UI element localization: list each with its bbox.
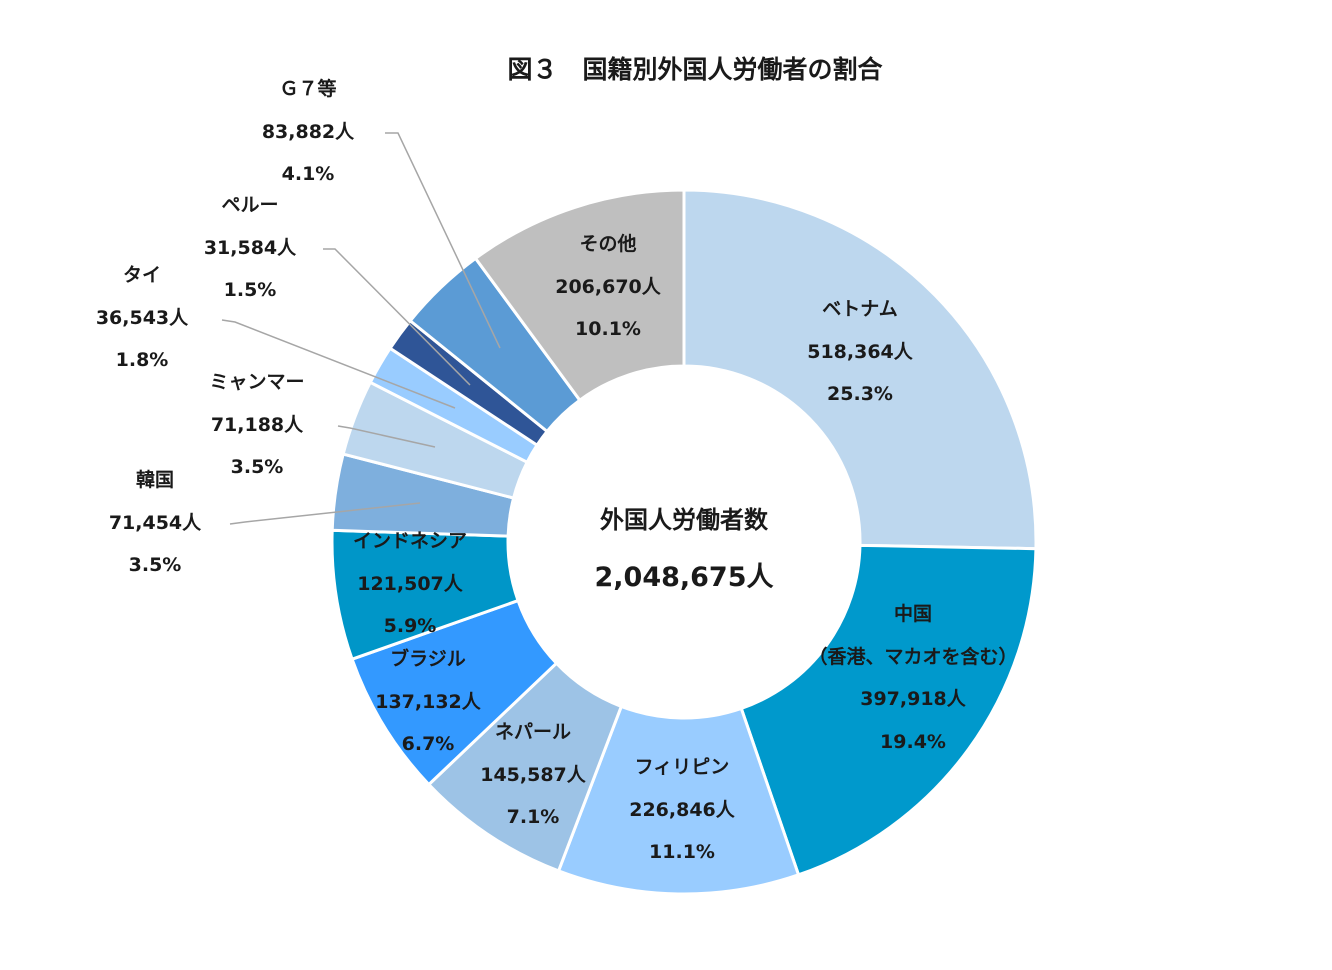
slice-percent: 4.1% xyxy=(281,163,335,185)
slice-count: 206,670人 xyxy=(555,275,661,298)
leader-line-thai xyxy=(221,319,456,409)
leader-line-g7 xyxy=(385,132,501,349)
slice-name: ベトナム xyxy=(822,298,898,320)
slice-name: 中国 xyxy=(893,603,933,625)
label-indonesia: インドネシア 121,507人 5.9% xyxy=(353,520,467,648)
center-label: 外国人労働者数 xyxy=(600,506,768,534)
slice-percent: 5.9% xyxy=(383,615,437,637)
leader-line-myanmar xyxy=(337,425,436,448)
slice-name: 韓国 xyxy=(135,469,175,491)
label-china: 中国 （香港、マカオを含む） 397,918人 19.4% xyxy=(808,593,1017,763)
slice-percent: 7.1% xyxy=(506,806,560,828)
slice-count: 518,364人 xyxy=(807,340,913,363)
label-thailand: タイ 36,543人 1.8% xyxy=(96,254,188,382)
slice-count: 71,188人 xyxy=(210,413,304,436)
label-korea: 韓国 71,454人 3.5% xyxy=(109,459,201,587)
label-g7: Ｇ７等 83,882人 4.1% xyxy=(262,68,354,196)
slice-percent: 10.1% xyxy=(575,318,641,340)
leader-line-peru xyxy=(323,248,471,386)
slice-percent: 11.1% xyxy=(649,841,715,863)
slice-name: ネパール xyxy=(494,721,572,743)
label-nepal: ネパール 145,587人 7.1% xyxy=(480,711,586,839)
slice-name: タイ xyxy=(122,264,162,286)
slice-name: Ｇ７等 xyxy=(279,78,337,100)
slice-percent: 19.4% xyxy=(880,730,946,753)
slice-name: ミャンマー xyxy=(209,371,305,393)
label-brazil: ブラジル 137,132人 6.7% xyxy=(375,638,481,766)
slice-percent: 3.5% xyxy=(128,554,182,576)
slice-count: 121,507人 xyxy=(357,572,463,595)
label-philippines: フィリピン 226,846人 11.1% xyxy=(629,746,735,874)
slice-count: 137,132人 xyxy=(375,690,481,713)
slice-percent: 1.8% xyxy=(115,349,169,371)
slice-count: 397,918人 xyxy=(860,688,966,710)
slice-count: 31,584人 xyxy=(203,236,297,259)
center-value: 2,048,675人 xyxy=(594,562,774,593)
donut-slice-11 xyxy=(473,188,686,403)
label-peru: ペルー 31,584人 1.5% xyxy=(204,184,296,312)
slice-percent: 3.5% xyxy=(230,456,284,478)
slice-count: 36,543人 xyxy=(95,306,189,329)
slice-name: インドネシア xyxy=(352,530,468,552)
donut-slice-0 xyxy=(682,188,1038,551)
donut-slice-1 xyxy=(739,543,1038,877)
slice-name: ペルー xyxy=(221,194,279,216)
slice-count: 83,882人 xyxy=(261,120,355,143)
slice-count: 71,454人 xyxy=(108,511,202,534)
label-vietnam: ベトナム 518,364人 25.3% xyxy=(807,288,913,416)
chart-title: 図３ 国籍別外国人労働者の割合 xyxy=(507,55,883,84)
label-myanmar: ミャンマー 71,188人 3.5% xyxy=(209,361,304,489)
slice-percent: 1.5% xyxy=(223,279,277,301)
leader-line-korea xyxy=(229,502,421,525)
slice-name: フィリピン xyxy=(634,756,730,778)
slice-count: 145,587人 xyxy=(480,763,586,786)
label-other: その他 206,670人 10.1% xyxy=(555,223,661,351)
slice-name: ブラジル xyxy=(390,648,466,670)
slice-percent: 25.3% xyxy=(827,383,893,405)
slice-name: その他 xyxy=(579,233,637,255)
slice-subname: （香港、マカオを含む） xyxy=(808,645,1018,668)
slice-percent: 6.7% xyxy=(401,733,455,755)
slice-count: 226,846人 xyxy=(629,798,735,821)
